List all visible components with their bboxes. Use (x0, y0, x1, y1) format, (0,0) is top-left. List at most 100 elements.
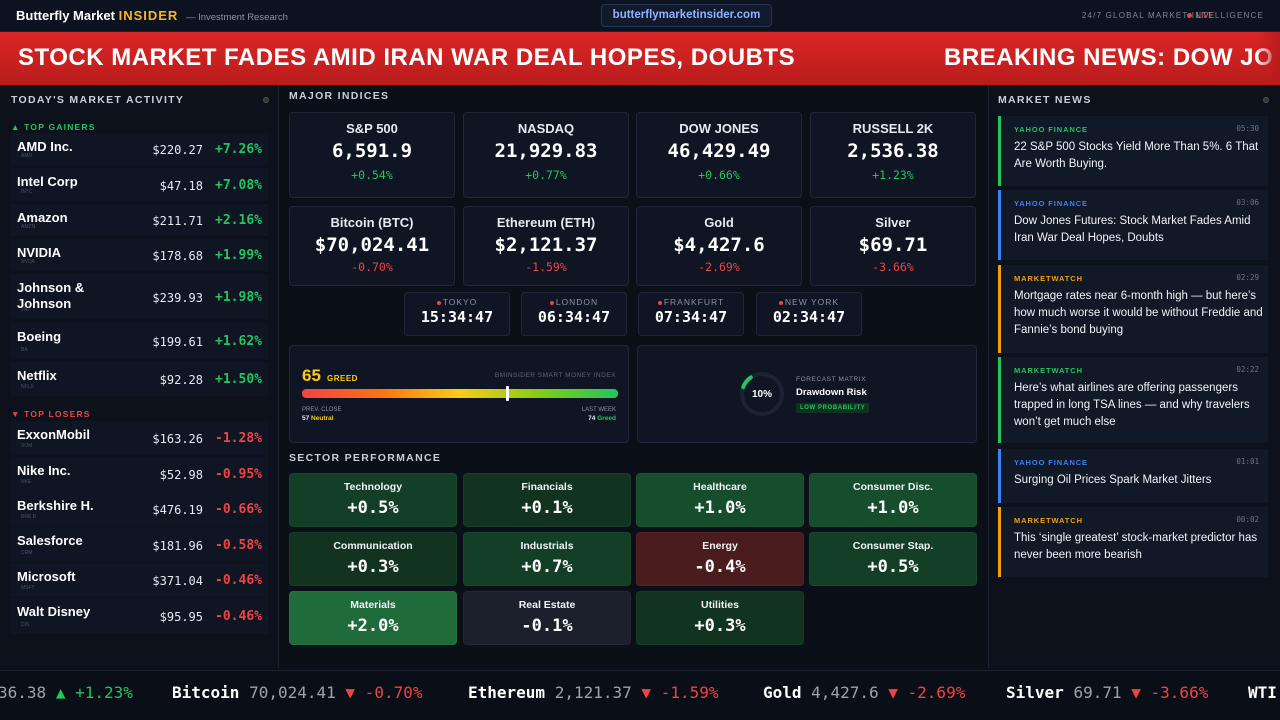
sector-tile[interactable]: Industrials +0.7% (463, 532, 631, 586)
sector-tile[interactable]: Technology +0.5% (289, 473, 457, 527)
sector-tile[interactable]: Materials +2.0% (289, 591, 457, 645)
index-card[interactable]: NASDAQ 21,929.83 +0.77% (463, 112, 629, 198)
drawdown-risk-ring-icon (740, 372, 784, 416)
smart-money-index[interactable]: 65 GREED BMINSIDER SMART MONEY INDEX PRE… (289, 345, 629, 443)
stock-price: $211.71 (152, 214, 203, 228)
stock-price: $181.96 (152, 539, 203, 553)
sector-tile[interactable]: Energy -0.4% (636, 532, 804, 586)
world-clock: NEW YORK 02:34:47 (756, 292, 862, 336)
forecast-matrix[interactable]: 10% FORECAST MATRIX Drawdown Risk LOW PR… (637, 345, 977, 443)
stock-change: +1.99% (215, 248, 262, 263)
stock-row[interactable]: Intel Corp INTC $47.18 +7.08% (11, 168, 268, 201)
stock-name: Johnson & Johnson (17, 280, 85, 311)
stock-ticker: XOM (21, 443, 33, 449)
index-card[interactable]: Gold $4,427.6 -2.69% (636, 206, 802, 286)
news-headline[interactable]: 22 S&P 500 Stocks Yield More Than 5%. 6 … (1014, 141, 1259, 170)
site-url-button[interactable]: butterflymarketinsider.com (601, 4, 772, 27)
stock-name: ExxonMobil (17, 427, 90, 442)
news-item[interactable]: MARKETWATCH 00:02 This ‘single greatest’ s… (998, 507, 1268, 577)
sector-tile[interactable]: Healthcare +1.0% (636, 473, 804, 527)
top-gainers-label: ▲ TOP GAINERS (11, 122, 96, 132)
ticker-item[interactable]: 36.38 ▲ +1.23% (0, 683, 133, 702)
stock-row[interactable]: Boeing BA $199.61 +1.62% (11, 323, 268, 359)
down-arrow-icon: ▼ (1131, 683, 1141, 702)
ticker-item[interactable]: Bitcoin 70,024.41 ▼ -0.70% (172, 683, 423, 702)
sector-tile[interactable]: Consumer Disc. +1.0% (809, 473, 977, 527)
news-headline[interactable]: Mortgage rates near 6-month high — but h… (1014, 290, 1263, 336)
live-indicator: LIVE (1187, 11, 1214, 20)
market-activity-panel: TODAY'S MARKET ACTIVITY ▲ TOP GAINERS AM… (0, 85, 279, 668)
brand-accent: INSIDER (118, 8, 179, 23)
stock-price: $476.19 (152, 503, 203, 517)
stock-price: $163.26 (152, 432, 203, 446)
news-item[interactable]: YAHOO FINANCE 01:01 Surging Oil Prices Spa… (998, 449, 1268, 503)
greed-index-title: BMINSIDER SMART MONEY INDEX (494, 372, 616, 379)
ticker-item[interactable]: Gold 4,427.6 ▼ -2.69% (763, 683, 965, 702)
sector-change: -0.1% (521, 616, 573, 636)
stock-row[interactable]: ExxonMobil XOM $163.26 -1.28% (11, 421, 268, 455)
stock-ticker: MSFT (21, 585, 35, 591)
stock-name: Berkshire H. (17, 498, 94, 513)
stock-price: $220.27 (152, 143, 203, 157)
greed-gauge-marker (506, 386, 510, 401)
news-item[interactable]: MARKETWATCH 02:22 Here’s what airlines are… (998, 357, 1268, 443)
index-value: $2,121.37 (494, 234, 598, 256)
sector-tile[interactable]: Real Estate -0.1% (463, 591, 631, 645)
index-value: $69.71 (858, 234, 928, 256)
sector-tile[interactable]: Consumer Stap. +0.5% (809, 532, 977, 586)
index-card[interactable]: Bitcoin (BTC) $70,024.41 -0.70% (289, 206, 455, 286)
news-source: MARKETWATCH (1014, 274, 1083, 283)
sector-name: Materials (350, 599, 396, 611)
index-card[interactable]: Silver $69.71 -3.66% (810, 206, 976, 286)
news-item[interactable]: YAHOO FINANCE 05:30 22 S&P 500 Stocks Yiel… (998, 116, 1268, 186)
sector-tile[interactable]: Financials +0.1% (463, 473, 631, 527)
stock-row[interactable]: NVIDIA NVDA $178.68 +1.99% (11, 239, 268, 271)
sector-tile[interactable]: Utilities +0.3% (636, 591, 804, 645)
brand-logo[interactable]: Butterfly Market INSIDER — Investment Re… (16, 8, 288, 23)
sector-name: Consumer Disc. (853, 481, 933, 493)
sector-change: +1.0% (867, 498, 919, 518)
index-value: $4,427.6 (673, 234, 765, 256)
ticker-item[interactable]: Ethereum 2,121.37 ▼ -1.59% (468, 683, 718, 702)
stock-change: +7.26% (215, 142, 262, 157)
stock-row[interactable]: Amazon AMZN $211.71 +2.16% (11, 204, 268, 236)
index-card[interactable]: DOW JONES 46,429.49 +0.66% (636, 112, 802, 198)
index-change: -3.66% (872, 260, 914, 274)
ticker-change: -0.70% (364, 683, 423, 702)
stock-row[interactable]: Microsoft MSFT $371.04 -0.46% (11, 563, 268, 597)
stock-row[interactable]: Netflix NFLX $92.28 +1.50% (11, 362, 268, 396)
price-ticker[interactable]: 36.38 ▲ +1.23% Bitcoin 70,024.41 ▼ -0.70%… (0, 670, 1280, 714)
index-name: S&P 500 (346, 121, 398, 136)
sector-change: +0.5% (867, 557, 919, 577)
news-headline[interactable]: Surging Oil Prices Spark Market Jitters (1014, 474, 1212, 486)
stock-row[interactable]: AMD Inc. AMD $220.27 +7.26% (11, 133, 268, 165)
index-change: +0.77% (525, 168, 567, 182)
news-headline[interactable]: Dow Jones Futures: Stock Market Fades Am… (1014, 215, 1251, 244)
center-panel: MAJOR INDICES S&P 500 6,591.9 +0.54% NASDAQ… (280, 85, 987, 668)
top-losers-label: ▼ TOP LOSERS (11, 409, 91, 419)
stock-ticker: CRM (21, 550, 33, 556)
stock-name: Intel Corp (17, 174, 78, 189)
news-source: MARKETWATCH (1014, 516, 1083, 525)
index-card[interactable]: Ethereum (ETH) $2,121.37 -1.59% (463, 206, 629, 286)
stock-row[interactable]: Walt Disney DIS $95.95 -0.46% (11, 598, 268, 634)
sector-tile[interactable]: Communication +0.3% (289, 532, 457, 586)
news-item[interactable]: YAHOO FINANCE 03:06 Dow Jones Futures: Sto… (998, 190, 1268, 260)
stock-row[interactable]: Berkshire H. BRK.B $476.19 -0.66% (11, 492, 268, 526)
stock-row[interactable]: Johnson & Johnson JNJ $239.93 +1.98% (11, 274, 268, 319)
sector-change: +0.7% (521, 557, 573, 577)
news-item[interactable]: MARKETWATCH 02:29 Mortgage rates near 6-mo… (998, 265, 1268, 353)
clock-time: 07:34:47 (654, 308, 728, 326)
stock-row[interactable]: Salesforce CRM $181.96 -0.58% (11, 527, 268, 562)
news-headline[interactable]: Here’s what airlines are offering passen… (1014, 382, 1250, 428)
stock-ticker: BA (21, 347, 28, 353)
index-card[interactable]: RUSSELL 2K 2,536.38 +1.23% (810, 112, 976, 198)
breaking-news-banner[interactable]: STOCK MARKET FADES AMID IRAN WAR DEAL HO… (0, 32, 1280, 85)
ticker-item[interactable]: WTI (1248, 683, 1277, 702)
news-time: 01:01 (1236, 457, 1259, 466)
news-headline[interactable]: This ‘single greatest’ stock-market pred… (1014, 532, 1258, 561)
ticker-price: 70,024.41 (249, 683, 336, 702)
index-card[interactable]: S&P 500 6,591.9 +0.54% (289, 112, 455, 198)
ticker-item[interactable]: Silver 69.71 ▼ -3.66% (1006, 683, 1208, 702)
stock-row[interactable]: Nike Inc. NKE $52.98 -0.95% (11, 457, 268, 491)
